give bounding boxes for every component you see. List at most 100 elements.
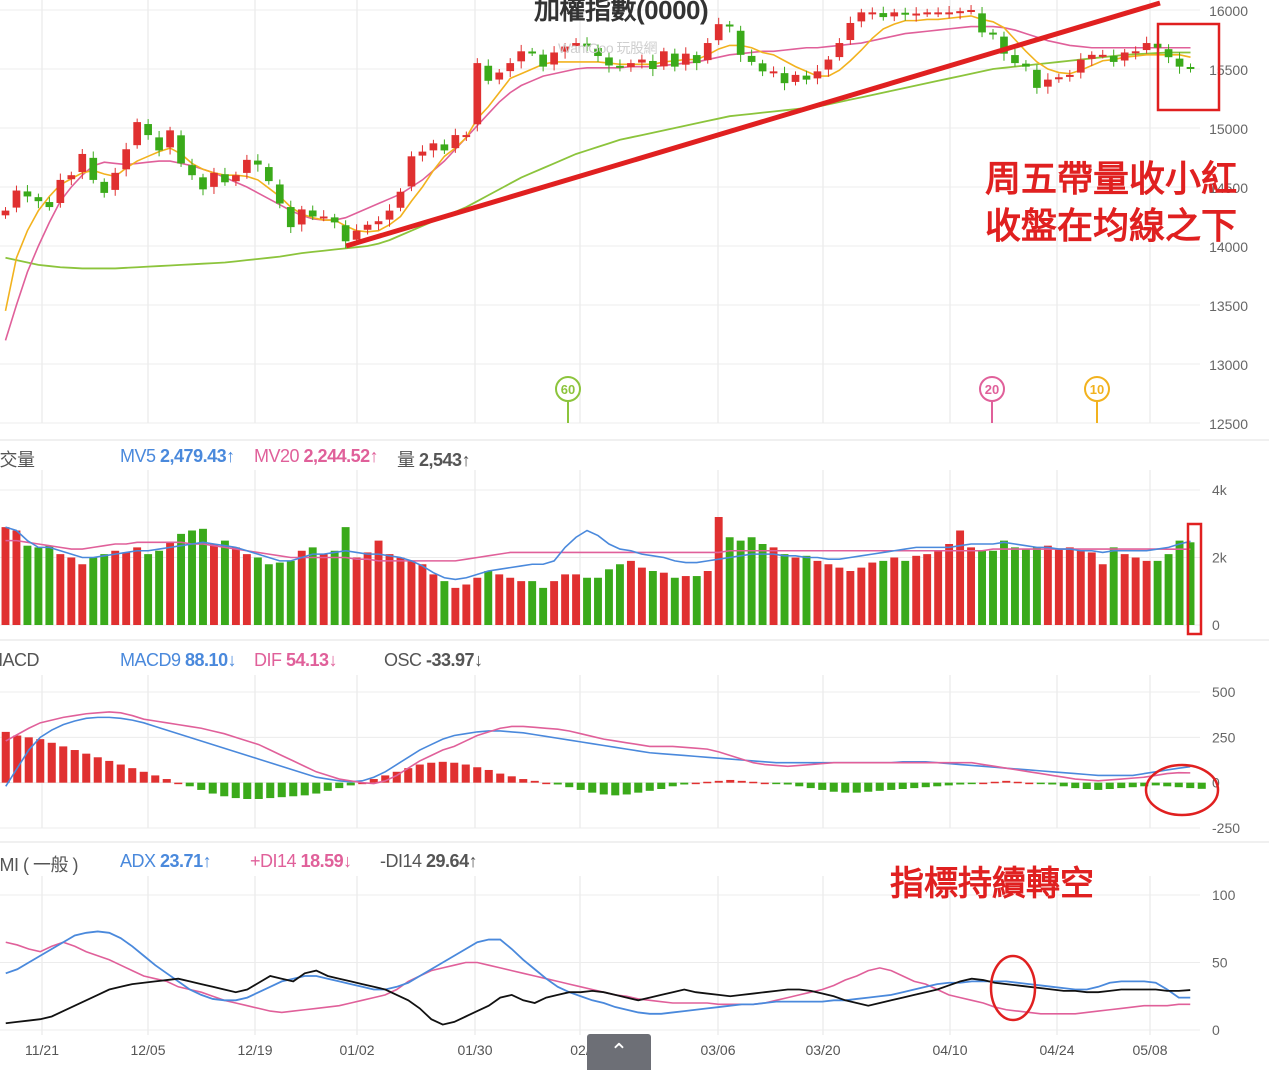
candle-body (451, 135, 460, 149)
osc-bar (645, 782, 654, 791)
volume-bar (188, 530, 196, 625)
candle-body (1120, 52, 1129, 61)
candle-body (297, 209, 306, 225)
osc-bar (841, 782, 850, 793)
ma60-line (5, 51, 1191, 270)
candle-body (901, 12, 910, 15)
volume-bar (1153, 560, 1162, 625)
candle-body (199, 177, 207, 190)
annotation-shapes (989, 22, 1221, 1022)
volume-bar (879, 560, 888, 625)
volume-bar (1076, 550, 1085, 625)
volume-bar (275, 562, 284, 625)
candle-body (308, 210, 317, 217)
macd-tick-label: 500 (1212, 684, 1236, 700)
candle-body (616, 65, 624, 68)
volume-bar (670, 577, 679, 625)
volume-bar (1131, 557, 1140, 625)
candle-body (330, 217, 339, 223)
osc-bar (864, 782, 873, 792)
chevron-up-icon: ⌃ (609, 1039, 629, 1064)
dif-line (5, 711, 1191, 785)
volume-bar (583, 577, 591, 625)
mv20-line (5, 539, 1191, 562)
x-tick-label: 04/24 (1039, 1042, 1074, 1058)
candle-body (539, 54, 547, 67)
osc-bar (1059, 782, 1068, 787)
volume-bar (122, 552, 131, 625)
candle-body (594, 47, 602, 57)
osc-bar (427, 762, 436, 783)
osc-bar (70, 750, 79, 783)
volume-bar (253, 557, 262, 625)
candle-body (341, 225, 350, 242)
volume-bar (363, 552, 372, 625)
osc-bar (921, 782, 930, 788)
volume-bar (736, 540, 745, 625)
volume-bar (286, 560, 295, 625)
candle-body (934, 12, 942, 15)
candle-body (484, 65, 493, 81)
candle-body (232, 175, 240, 182)
osc-bar (220, 782, 229, 797)
osc-bar (1140, 782, 1149, 787)
volume-bar (1054, 549, 1063, 625)
volume-bar (308, 547, 317, 625)
volume-bar (813, 560, 822, 625)
candle-body (144, 124, 152, 136)
osc-bar (1048, 782, 1057, 785)
candle-body (396, 191, 405, 208)
volume-bar (1087, 552, 1096, 625)
osc-bar (174, 782, 183, 785)
price-tick-label: 14000 (1209, 239, 1248, 255)
candle-body (1109, 55, 1118, 62)
volume-bar (352, 557, 361, 625)
osc-bar (1163, 782, 1172, 787)
osc-bar (772, 782, 781, 785)
osc-bar (404, 768, 413, 783)
candle-body (1055, 77, 1063, 80)
candle-body (912, 13, 921, 16)
dmi-tick-label: 0 (1212, 1022, 1220, 1038)
adx-readout: ADX 23.71↑ (120, 851, 212, 871)
osc-bar (795, 782, 804, 787)
ma-marker-label: 10 (1090, 382, 1104, 397)
volume-bar (418, 564, 427, 625)
candle-body (67, 175, 76, 180)
volume-bar (155, 550, 164, 625)
candle-body (1065, 74, 1074, 77)
volume-bar (967, 547, 976, 625)
candle-body (638, 59, 646, 63)
volume-bar (615, 564, 624, 625)
candle-body (418, 151, 427, 156)
candle-body (802, 75, 811, 80)
candle-body (835, 43, 844, 58)
candle-body (627, 63, 635, 68)
ma-markers: 60 20 10 (555, 376, 1110, 423)
volume-bar (1186, 542, 1195, 625)
volume-bars (1, 517, 1195, 625)
x-tick-label: 03/06 (700, 1042, 735, 1058)
candle-body (385, 210, 394, 220)
candle-body (286, 207, 295, 228)
osc-bar (254, 782, 263, 799)
osc-bar (691, 782, 700, 785)
candle-body (275, 184, 284, 204)
volume-bar (528, 581, 537, 625)
volume-bar (1164, 554, 1173, 625)
osc-bar (749, 781, 758, 784)
candle-body (78, 153, 87, 173)
collapse-panel-button[interactable]: ⌃ (587, 1034, 651, 1070)
volume-bar (210, 544, 218, 625)
plus-di-line (5, 941, 1191, 1015)
macd-tick-label: -250 (1212, 820, 1240, 836)
x-tick-label: 11/21 (25, 1042, 59, 1058)
ma-marker-label: 20 (985, 382, 999, 397)
volume-bar (12, 530, 21, 625)
osc-bar (611, 782, 620, 796)
osc-bar (622, 782, 631, 795)
volume-bar (330, 550, 339, 625)
volume-bar (747, 537, 756, 625)
macd-title: MACD (0, 650, 40, 670)
